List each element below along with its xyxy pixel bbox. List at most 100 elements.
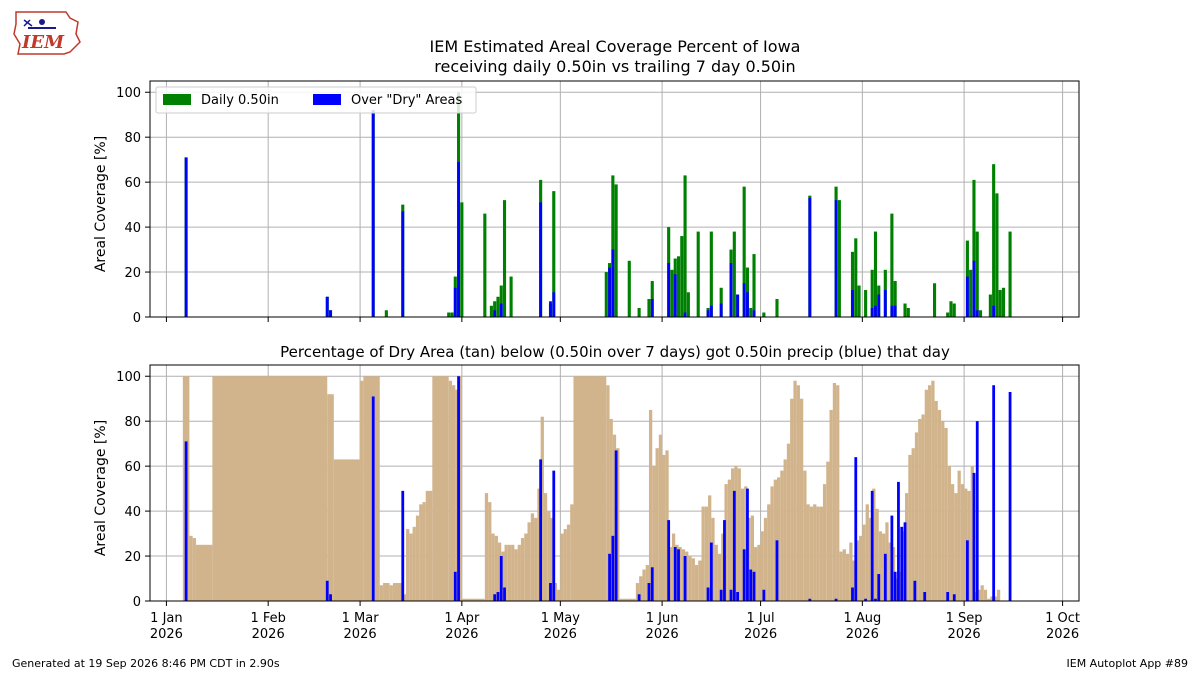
bottom-dry-area-bar (491, 533, 495, 601)
bottom-dry-area-bar (547, 511, 551, 601)
top-bar-daily (742, 186, 746, 317)
bottom-dry-area-bar (448, 380, 453, 601)
bottom-bar-dry (746, 488, 749, 601)
bottom-dry-area-bar (537, 488, 541, 601)
bottom-dry-area-bar (737, 468, 741, 601)
bottom-dry-area-bar (826, 461, 830, 601)
bottom-dry-area-bar (977, 589, 981, 601)
bottom-bar-dry (742, 549, 746, 601)
bottom-dry-area-bar (671, 533, 676, 601)
bottom-bar-dry (539, 459, 543, 601)
top-bar-daily (890, 213, 894, 317)
bottom-dry-area-bar (665, 450, 669, 601)
bottom-dry-area-bar (711, 517, 715, 601)
bottom-dry-area-bar (924, 389, 928, 601)
bottom-dry-area-bar (389, 585, 393, 601)
bottom-dry-area-bar (520, 538, 525, 601)
bottom-dry-area-bar (534, 517, 538, 601)
chart-title-line1: IEM Estimated Areal Coverage Percent of … (430, 37, 801, 56)
bottom-dry-area-bar (566, 524, 571, 601)
bottom-dry-area-bar (645, 565, 649, 601)
bottom-dry-area-bar (530, 513, 535, 601)
bottom-bar-dry (611, 535, 615, 601)
bottom-dry-area-bar (852, 560, 856, 601)
top-bar-daily (837, 200, 841, 317)
bottom-bar-dry (732, 490, 736, 601)
bottom-dry-area-bar (740, 488, 745, 601)
top-bar-daily (696, 231, 700, 317)
bottom-dry-area-bar (717, 553, 722, 601)
top-bar-daily (988, 294, 992, 317)
bottom-bar-dry (723, 520, 726, 601)
bottom-dry-area-bar (212, 376, 328, 601)
top-bar-daily (749, 308, 753, 317)
top-bar-daily (686, 292, 690, 317)
bottom-dry-area-bar (573, 376, 607, 601)
bottom-xtick-label: 1 May (541, 611, 581, 626)
top-bar-daily (775, 299, 779, 317)
top-bar-daily (683, 175, 687, 317)
bottom-dry-area-bar (855, 540, 860, 601)
bottom-dry-area-bar (744, 486, 748, 601)
bottom-xtick-label: 1 Feb (250, 611, 285, 626)
bottom-bar-dry (736, 592, 739, 601)
bottom-dry-area-bar (724, 484, 728, 601)
top-bar-daily (870, 269, 874, 317)
bottom-dry-area-bar (865, 504, 869, 601)
top-bar-daily (972, 179, 976, 317)
bottom-dry-area-bar (392, 583, 403, 601)
bottom-bar-dry (874, 598, 877, 601)
top-bar-dry (184, 157, 188, 317)
bottom-xtick-label: 1 Sep (946, 611, 983, 626)
top-bar-daily (709, 231, 713, 317)
vane-cup-icon (39, 19, 45, 25)
chart-title-line2: receiving daily 0.50in vs trailing 7 day… (434, 57, 795, 76)
bottom-dry-area-bar (708, 495, 712, 601)
bottom-dry-area-bar (540, 416, 544, 601)
bottom-dry-area-bar (819, 506, 823, 601)
bottom-dry-area-bar (698, 560, 702, 601)
top-bar-daily (995, 193, 999, 317)
legend-swatch-daily (163, 94, 191, 105)
top-bar-daily (447, 312, 451, 317)
top-bar-daily (384, 310, 388, 317)
top-bar-dry (325, 296, 329, 317)
top-panel: 0 20 40 60 80 100 (116, 80, 1080, 326)
bottom-dry-area-bar (754, 547, 758, 601)
top-bar-dry (965, 276, 969, 317)
bottom-dry-area-bar (504, 544, 508, 601)
bottom-dry-area-bar (635, 583, 640, 601)
top-bar-daily (854, 238, 858, 317)
top-bar-daily (949, 301, 953, 317)
top-bar-dry (834, 200, 838, 317)
top-bar-dry (371, 110, 375, 317)
bottom-dry-area-bar (803, 470, 807, 601)
bottom-dry-area-bar (527, 522, 531, 601)
bottom-bar-dry (453, 571, 457, 601)
bottom-bar-dry (952, 594, 956, 601)
bottom-bar-dry (325, 580, 329, 601)
top-bar-daily (647, 299, 651, 317)
bottom-dry-area-bar (189, 535, 193, 601)
bottom-xtick-label: 1 Jan (150, 611, 182, 626)
top-ytick-label: 0 (133, 311, 141, 326)
bottom-dry-area-bar (406, 529, 410, 601)
top-bar-dry (611, 249, 615, 317)
bottom-dry-area-bar (760, 531, 764, 601)
top-bar-daily (857, 285, 861, 317)
bottom-dry-area-bar (882, 533, 886, 601)
bottom-dry-area-bar (878, 531, 883, 601)
bottom-bar-dry (647, 583, 651, 601)
bottom-dry-area-bar (905, 493, 909, 601)
bottom-dry-area-bar (796, 385, 800, 601)
top-bar-daily (604, 272, 608, 317)
bottom-dry-area-bar (658, 434, 663, 601)
top-bar-dry (683, 312, 687, 317)
bottom-dry-area-bar (822, 484, 827, 601)
bottom-dry-area-bar (379, 585, 384, 601)
logo-text: IEM (21, 32, 65, 53)
bottom-dry-area-bar (757, 544, 761, 601)
bottom-xtick-label: 2026 (150, 627, 183, 642)
bottom-dry-area-bar (816, 506, 820, 601)
